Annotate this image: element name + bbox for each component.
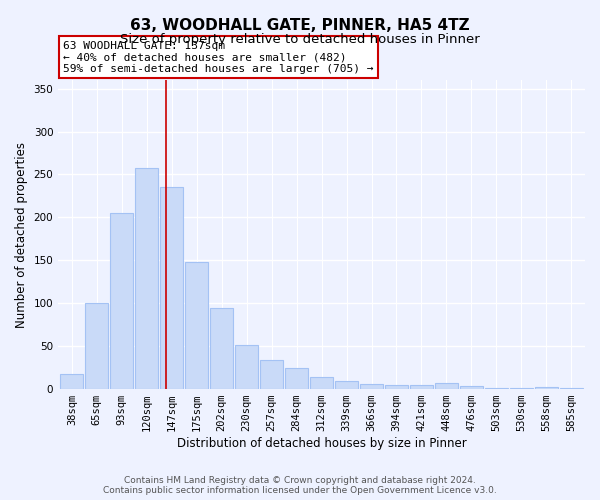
Bar (485, 388, 508, 389)
Bar (335, 382, 358, 389)
Bar (85, 303, 109, 389)
Bar (285, 368, 308, 389)
Text: Size of property relative to detached houses in Pinner: Size of property relative to detached ho… (120, 32, 480, 46)
Bar (235, 346, 258, 389)
Bar (61, 374, 83, 389)
Text: 63, WOODHALL GATE, PINNER, HA5 4TZ: 63, WOODHALL GATE, PINNER, HA5 4TZ (130, 18, 470, 32)
Bar (435, 383, 458, 389)
Text: Contains HM Land Registry data © Crown copyright and database right 2024.
Contai: Contains HM Land Registry data © Crown c… (103, 476, 497, 495)
Bar (185, 262, 208, 389)
Bar (260, 360, 283, 389)
Bar (410, 385, 433, 389)
Y-axis label: Number of detached properties: Number of detached properties (15, 142, 28, 328)
Bar (160, 188, 183, 389)
X-axis label: Distribution of detached houses by size in Pinner: Distribution of detached houses by size … (177, 437, 466, 450)
Bar (310, 377, 333, 389)
Bar (110, 213, 133, 389)
Bar (460, 386, 483, 389)
Bar (136, 168, 158, 389)
Bar (560, 388, 583, 389)
Bar (360, 384, 383, 389)
Bar (385, 385, 408, 389)
Bar (510, 388, 533, 389)
Bar (210, 308, 233, 389)
Text: 63 WOODHALL GATE: 137sqm
← 40% of detached houses are smaller (482)
59% of semi-: 63 WOODHALL GATE: 137sqm ← 40% of detach… (64, 40, 374, 74)
Bar (535, 388, 558, 389)
